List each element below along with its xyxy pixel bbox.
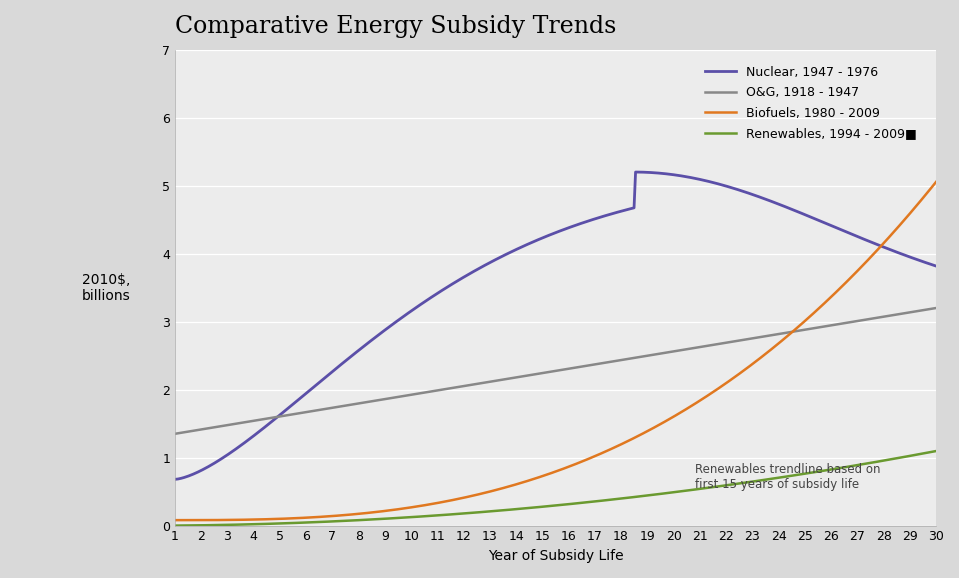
O&G, 1918 - 1947 (535, 370, 547, 377)
Biofuels, 1980 - 2009 (530, 475, 542, 481)
Biofuels, 1980 - 2009 (622, 438, 634, 444)
Nuclear, 1947 - 1976 (795, 209, 807, 216)
O&G, 1918 - 1947 (793, 327, 805, 334)
Y-axis label: 2010$,
billions: 2010$, billions (82, 272, 130, 303)
Renewables, 1994 - 2009■ (530, 504, 542, 511)
Nuclear, 1947 - 1976 (581, 218, 593, 225)
Nuclear, 1947 - 1976 (169, 476, 180, 483)
Line: Biofuels, 1980 - 2009: Biofuels, 1980 - 2009 (175, 182, 936, 520)
Text: Comparative Energy Subsidy Trends: Comparative Energy Subsidy Trends (175, 15, 617, 38)
Biofuels, 1980 - 2009 (581, 456, 593, 463)
Biofuels, 1980 - 2009 (930, 179, 942, 186)
Renewables, 1994 - 2009■ (793, 471, 805, 478)
Nuclear, 1947 - 1976 (630, 169, 642, 176)
O&G, 1918 - 1947 (169, 431, 180, 438)
Nuclear, 1947 - 1976 (622, 206, 634, 213)
Renewables, 1994 - 2009■ (169, 522, 180, 529)
Nuclear, 1947 - 1976 (530, 237, 542, 244)
X-axis label: Year of Subsidy Life: Year of Subsidy Life (488, 549, 623, 563)
Legend: Nuclear, 1947 - 1976, O&G, 1918 - 1947, Biofuels, 1980 - 2009, Renewables, 1994 : Nuclear, 1947 - 1976, O&G, 1918 - 1947, … (700, 61, 923, 145)
Line: Renewables, 1994 - 2009■: Renewables, 1994 - 2009■ (175, 451, 936, 525)
Nuclear, 1947 - 1976 (535, 235, 547, 242)
Renewables, 1994 - 2009■ (535, 503, 547, 510)
Biofuels, 1980 - 2009 (912, 201, 924, 208)
O&G, 1918 - 1947 (622, 355, 634, 362)
Nuclear, 1947 - 1976 (914, 257, 925, 264)
Biofuels, 1980 - 2009 (793, 323, 805, 330)
Renewables, 1994 - 2009■ (912, 451, 924, 458)
Renewables, 1994 - 2009■ (930, 447, 942, 454)
O&G, 1918 - 1947 (581, 362, 593, 369)
Biofuels, 1980 - 2009 (169, 517, 180, 524)
Renewables, 1994 - 2009■ (581, 499, 593, 506)
Line: O&G, 1918 - 1947: O&G, 1918 - 1947 (175, 308, 936, 434)
Nuclear, 1947 - 1976 (930, 262, 942, 269)
Renewables, 1994 - 2009■ (622, 494, 634, 501)
Line: Nuclear, 1947 - 1976: Nuclear, 1947 - 1976 (175, 172, 936, 479)
Biofuels, 1980 - 2009 (535, 473, 547, 480)
O&G, 1918 - 1947 (930, 305, 942, 312)
O&G, 1918 - 1947 (912, 307, 924, 314)
O&G, 1918 - 1947 (530, 370, 542, 377)
Text: Renewables trendline based on
first 15 years of subsidy life: Renewables trendline based on first 15 y… (694, 462, 880, 491)
